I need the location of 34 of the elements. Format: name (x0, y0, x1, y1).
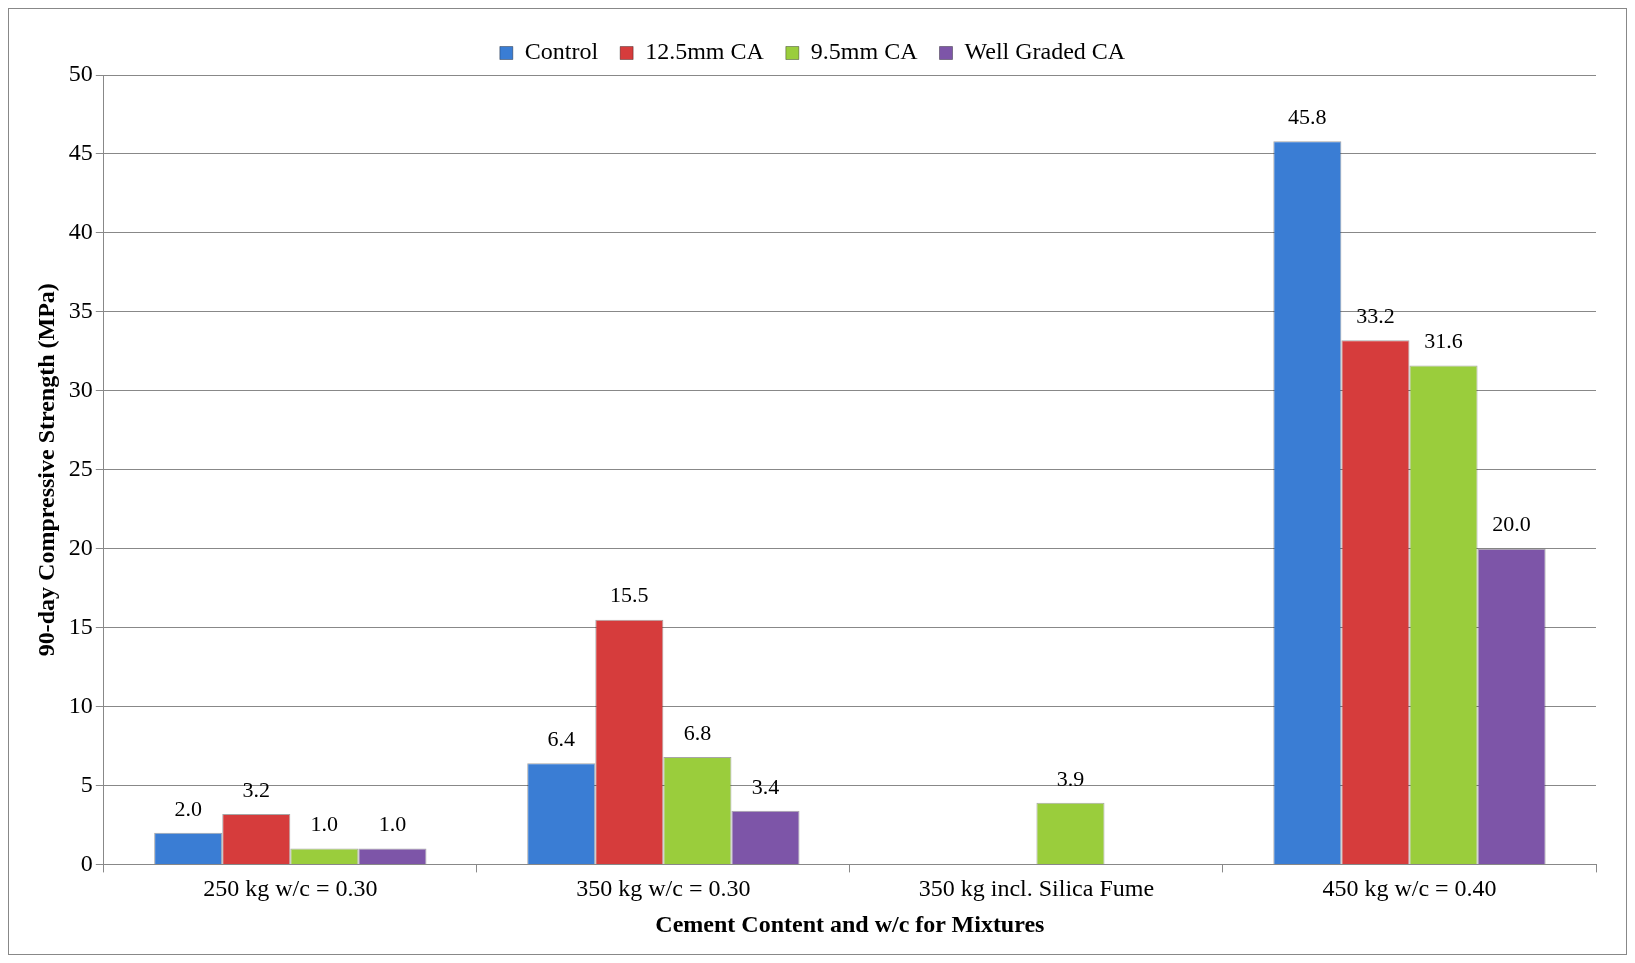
y-tick-label: 45 (68, 139, 93, 166)
data-label: 3.9 (1056, 765, 1085, 791)
data-label: 2.0 (174, 795, 202, 821)
x-tick-label: 350 kg w/c = 0.30 (576, 875, 751, 902)
y-tick-label: 40 (68, 218, 93, 245)
data-label: 20.0 (1492, 511, 1531, 537)
data-label: 1.0 (378, 811, 407, 837)
data-label: 3.2 (242, 776, 271, 802)
y-tick-label: 30 (68, 376, 93, 403)
legend-label: 9.5mm CA (810, 38, 919, 65)
y-tick-label: 35 (68, 297, 93, 324)
y-tick-label: 20 (68, 533, 93, 560)
x-tick-label: 450 kg w/c = 0.40 (1322, 875, 1497, 902)
data-label: 31.6 (1424, 328, 1463, 354)
y-tick-label: 10 (68, 691, 93, 718)
y-tick-label: 25 (68, 455, 93, 481)
y-tick-label: 50 (68, 60, 93, 87)
data-label: 1.0 (310, 811, 339, 837)
y-tick-label: 5 (80, 770, 93, 797)
legend-label: 12.5mm CA (645, 38, 765, 65)
y-tick-label: 15 (68, 612, 93, 639)
data-label: 6.8 (683, 719, 712, 745)
y-axis-title: 90-day Compressive Strength (MPa) (32, 283, 59, 657)
data-label: 15.5 (610, 582, 649, 608)
data-label: 33.2 (1356, 303, 1395, 329)
x-tick-label: 350 kg incl. Silica Fume (918, 875, 1155, 902)
x-tick-label: 250 kg w/c = 0.30 (203, 875, 378, 902)
data-label: 45.8 (1288, 104, 1327, 130)
y-tick-label: 0 (80, 849, 93, 876)
x-axis-title: Cement Content and w/c for Mixtures (655, 910, 1045, 937)
legend-label: Well Graded CA (964, 38, 1126, 65)
data-label: 6.4 (547, 726, 575, 752)
data-label: 3.4 (751, 773, 780, 799)
legend-label: Control (524, 38, 599, 65)
